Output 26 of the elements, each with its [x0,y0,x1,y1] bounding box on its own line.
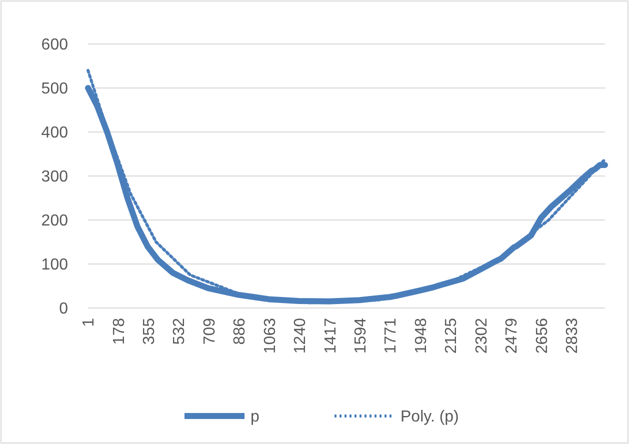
y-tick-label: 0 [59,300,68,318]
x-tick-label: 2125 [443,318,460,354]
x-tick-label: 2302 [473,318,490,354]
x-tick-label: 2656 [534,318,551,354]
legend-label: p [250,408,260,426]
x-tick-label: 178 [110,318,128,345]
x-tick-label: 1771 [382,318,400,354]
x-tick-label: 1 [80,318,98,327]
x-tick-label: 532 [171,318,188,345]
y-tick-label: 300 [41,168,68,186]
legend-label: Poly. (p) [400,408,459,426]
x-tick-label: 709 [201,318,218,345]
x-tick-label: 1063 [262,318,279,354]
y-tick-label: 100 [41,256,68,274]
x-tick-label: 886 [232,318,249,345]
y-tick-label: 400 [41,124,68,142]
x-tick-label: 2479 [504,318,521,354]
x-tick-label: 355 [141,318,158,345]
y-tick-label: 500 [41,80,68,98]
y-tick-label: 600 [41,36,68,54]
x-tick-label: 2833 [564,318,581,354]
x-tick-label: 1240 [292,318,310,354]
x-tick-label: 1417 [322,318,340,354]
x-tick-label: 1948 [412,318,430,354]
y-tick-label: 200 [41,212,68,230]
x-tick-label: 1594 [352,318,370,354]
